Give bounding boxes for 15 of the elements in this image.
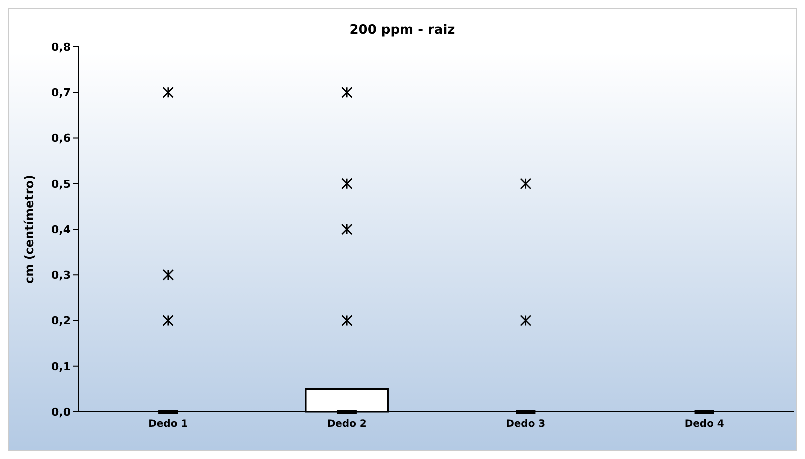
y-tick-label: 0,4 bbox=[52, 223, 72, 236]
x-tick-label: Dedo 2 bbox=[327, 419, 367, 430]
y-tick-label: 0,7 bbox=[52, 86, 71, 100]
y-tick-label: 0,3 bbox=[52, 269, 71, 282]
x-tick-label: Dedo 3 bbox=[506, 419, 546, 430]
y-tick-label: 0,5 bbox=[52, 178, 71, 191]
chart-title: 200 ppm - raiz bbox=[348, 23, 456, 38]
y-tick-label: 0,0 bbox=[52, 406, 72, 419]
y-tick-label: 0,2 bbox=[52, 314, 71, 328]
x-tick-label: Dedo 1 bbox=[148, 419, 188, 430]
y-tick-label: 0,1 bbox=[52, 360, 71, 374]
y-tick-label: 0,6 bbox=[52, 132, 72, 146]
y-axis-title: cm (centímetro) bbox=[22, 175, 36, 284]
y-tick-label: 0,8 bbox=[52, 40, 71, 54]
x-tick-label: Dedo 4 bbox=[684, 419, 724, 430]
